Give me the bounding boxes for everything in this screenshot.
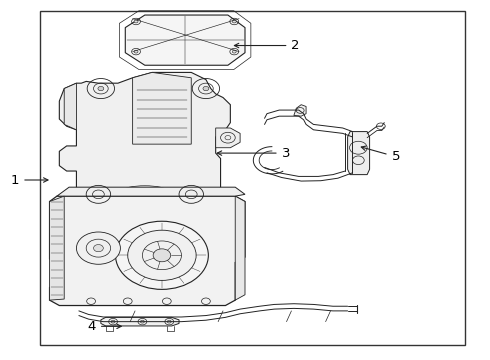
Circle shape	[232, 20, 236, 23]
Polygon shape	[133, 72, 191, 144]
Text: 4: 4	[88, 320, 121, 333]
Circle shape	[203, 86, 209, 91]
Text: 2: 2	[234, 39, 300, 52]
Text: 5: 5	[361, 146, 400, 163]
Polygon shape	[294, 105, 306, 116]
Circle shape	[232, 50, 236, 53]
Polygon shape	[101, 318, 179, 326]
Circle shape	[153, 249, 171, 262]
Bar	[40, 12, 465, 345]
Polygon shape	[57, 187, 245, 196]
Polygon shape	[64, 83, 76, 130]
Polygon shape	[59, 72, 230, 203]
Polygon shape	[235, 196, 245, 300]
Circle shape	[94, 244, 103, 252]
Circle shape	[167, 320, 171, 323]
Circle shape	[141, 320, 145, 323]
Text: 3: 3	[217, 147, 290, 159]
Polygon shape	[96, 194, 191, 202]
Circle shape	[111, 320, 115, 323]
Polygon shape	[347, 132, 369, 175]
Circle shape	[134, 20, 138, 23]
Circle shape	[76, 232, 121, 264]
Text: 1: 1	[11, 174, 48, 186]
Circle shape	[98, 86, 104, 91]
Circle shape	[128, 230, 196, 280]
Polygon shape	[49, 196, 245, 306]
Polygon shape	[125, 15, 245, 65]
Polygon shape	[216, 128, 240, 148]
Circle shape	[116, 221, 208, 289]
Polygon shape	[49, 196, 64, 300]
Circle shape	[134, 50, 138, 53]
